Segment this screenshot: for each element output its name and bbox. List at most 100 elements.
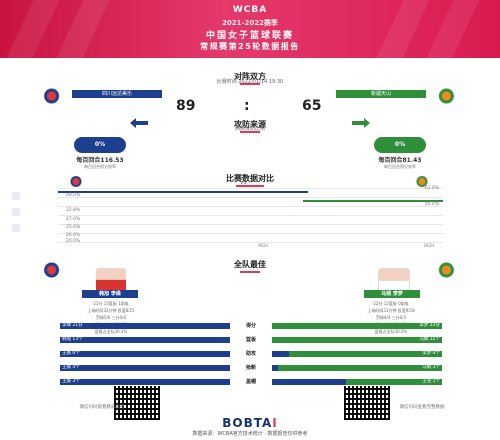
section-title: 对阵双方 [224, 71, 276, 85]
arrow-left-icon [130, 118, 148, 128]
grid-line [58, 233, 443, 234]
qr-code-left[interactable] [114, 386, 160, 420]
leader-bar-row: 韩旭 13个 马娟 12个 篮板 [60, 336, 442, 344]
leader-category: 助攻 [230, 350, 272, 358]
section-title: 比赛数据对比 [216, 173, 284, 187]
away-leader-text: 王雪 1个 [422, 379, 440, 384]
home-leader-text: 王薇 4个 [62, 365, 80, 370]
away-pace-caption: 每百回合得分效率 [384, 164, 416, 169]
stat-value: 61.0% [424, 186, 439, 191]
away-pace: 每百回合81.43 [378, 157, 422, 164]
score-separator: : [244, 98, 250, 114]
home-leader-text: 李缘 21分 [62, 323, 83, 328]
home-leader-bar [60, 379, 347, 385]
home-team-crest [42, 88, 66, 104]
home-leader-bar [60, 323, 243, 329]
season-label: 2021-2022赛季 [222, 19, 278, 27]
brand-main: BOBTA [222, 416, 273, 430]
stat-value: 40.0% [66, 193, 81, 198]
home-leader-text: 王薇 6个 [62, 351, 80, 356]
leader-bar-row: 王薇 3个 王雪 1个 盖帽 [60, 378, 442, 386]
row-label-marker [12, 208, 20, 216]
grid-line [58, 242, 443, 243]
home-leader-bar [60, 365, 278, 371]
stat-value: 27.0% [66, 217, 81, 222]
header-banner: WCBA 2021-2022赛季 中国女子篮球联赛 常规赛第25轮数据报告 [0, 0, 500, 58]
stat-value: 22.8% [66, 208, 81, 213]
away-leader-bar [259, 337, 442, 343]
section-title: 攻防来源 [224, 119, 276, 133]
away-score: 65 [302, 98, 322, 114]
stat-line: 上场时间32分钟 投篮8/15 [87, 308, 135, 313]
stat-line: 21分 13篮板 1助攻 [93, 301, 129, 306]
home-team-crest [42, 262, 66, 278]
leader-category: 篮板 [230, 336, 272, 344]
stat-line: 22分 12篮板 0助攻 [373, 301, 409, 306]
leader-category: 抢断 [230, 364, 272, 372]
away-player-name: 马娟 李梦 [364, 290, 420, 298]
section-match: 对阵双方 [0, 64, 500, 85]
section-comparison: 比赛数据对比 [0, 166, 500, 187]
home-team-name: 四川远达美乐 [72, 90, 162, 98]
row-label-marker [12, 224, 20, 232]
brand-accent: I [272, 416, 278, 430]
section-attack: 攻防来源 [0, 112, 500, 133]
home-pace: 每百回合116.53 [76, 157, 124, 164]
section-leaders: 全队最佳 [0, 252, 500, 273]
home-attack-pill: 0% [74, 137, 126, 153]
away-leader-bar [289, 351, 442, 357]
attack-subtitle: 两队攻防比例 [234, 126, 265, 132]
stat-line: 罚球4/4 三分0/3 [375, 315, 407, 320]
brand-logo: BOBTAI [200, 416, 300, 430]
qr-code-right[interactable] [344, 386, 390, 420]
league-title: 中国女子篮球联赛 [205, 31, 294, 41]
report-title: 常规赛第25轮数据报告 [200, 42, 300, 51]
home-mini-crest [68, 176, 84, 187]
stat-line: 罚球5/6 三分0/0 [95, 315, 127, 320]
section-title: 全队最佳 [224, 259, 276, 273]
qr-caption-left: 微信扫码观看精彩集锦 [79, 405, 125, 410]
grid-line [58, 215, 443, 216]
away-leader-bar [243, 323, 442, 329]
comparison-foot-left: HIGH [258, 243, 269, 248]
comparison-grid: 40.0% 61.0% 50.0% 22.8% 27.0% 25.6% 26.6… [58, 186, 443, 244]
home-leader-bar [60, 337, 259, 343]
qr-caption-right: 微信扫码查看完整数据 [399, 405, 445, 410]
comparison-foot-right: HIGH [424, 243, 435, 248]
league-logo: WCBA [232, 5, 268, 15]
away-leader-bar [346, 379, 442, 385]
away-leader-text: 李梦 4个 [422, 351, 440, 356]
stat-line: 上场时间31分钟 投篮9/18 [367, 308, 415, 313]
stat-line: 篮板占全队36.1% [94, 329, 128, 334]
grid-line [58, 188, 443, 189]
away-team-crest [432, 88, 456, 104]
home-player-photo [96, 268, 126, 294]
away-stat-bar [303, 200, 443, 202]
arrow-right-icon [352, 118, 370, 128]
stat-value: 50.0% [424, 202, 439, 207]
away-leader-bar [278, 365, 442, 371]
match-date: 比赛时间 2022/01/14 19:30 [216, 79, 284, 85]
leader-category: 得分 [230, 322, 272, 330]
away-leader-text: 李梦 22分 [419, 323, 440, 328]
footer-note: 数据来源：WCBA官方技术统计 · 数据报告仅供参考 [192, 431, 308, 437]
grid-line [58, 206, 443, 207]
away-mini-crest [414, 176, 430, 187]
leader-bar-row: 王薇 4个 马娟 3个 抢断 [60, 364, 442, 372]
grid-line [58, 224, 443, 225]
away-attack-pill: 0% [374, 137, 426, 153]
home-stat-bar [58, 191, 308, 193]
leader-bar-row: 李缘 21分 李梦 22分 得分 [60, 322, 442, 330]
away-team-name: 新疆天山 [336, 90, 426, 98]
stat-line: 篮板占全队30.0% [374, 329, 408, 334]
leader-category: 盖帽 [230, 378, 272, 386]
stat-value: 20.0% [66, 239, 81, 244]
vs-label: VS [240, 180, 247, 186]
away-team-crest [432, 262, 456, 278]
home-pace-caption: 每百回合得分效率 [84, 164, 116, 169]
home-score: 89 [176, 98, 196, 114]
home-leader-text: 韩旭 13个 [62, 337, 83, 342]
stat-value: 26.6% [66, 233, 81, 238]
leader-bar-row: 王薇 6个 李梦 4个 助攻 [60, 350, 442, 358]
